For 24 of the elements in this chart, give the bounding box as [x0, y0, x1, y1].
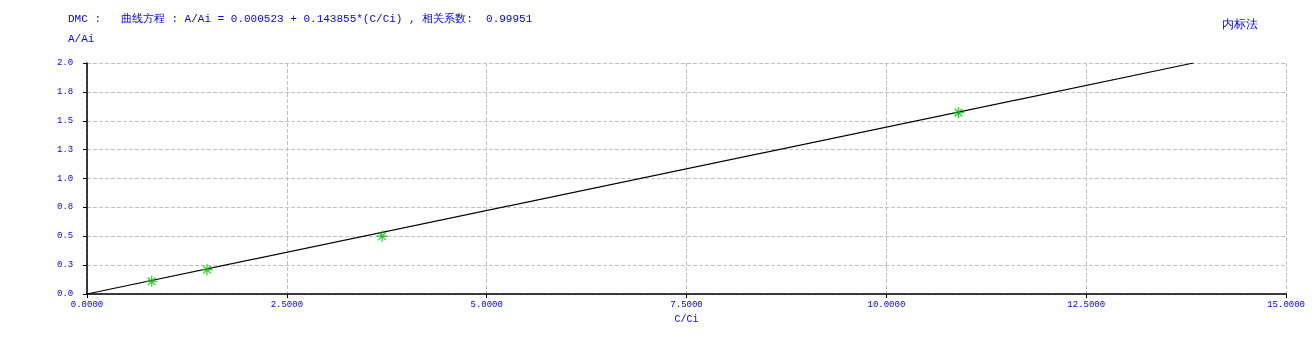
chart-title: DMC : 曲线方程 : A/Ai = 0.000523 + 0.143855*(C/Ci) , 相关系数: 0.99951 — [68, 11, 533, 25]
y-tick-label: 0.0 — [57, 289, 74, 299]
x-axis-title: C/Ci — [674, 313, 699, 325]
y-tick-label: 1.3 — [57, 144, 74, 155]
y-tick-label: 0.8 — [57, 202, 74, 213]
y-tick-label: 0.5 — [57, 231, 74, 242]
y-tick-label: 0.3 — [57, 260, 74, 271]
y-tick-label: 1.5 — [57, 115, 74, 126]
y-tick-label: 1.0 — [57, 173, 74, 184]
x-tick-label: 2.5000 — [270, 299, 304, 310]
point — [952, 106, 965, 119]
x-tick-label: 15.0000 — [1267, 299, 1305, 310]
x-tick-label: 5.0000 — [470, 299, 503, 310]
y-axis-title: A/Ai — [68, 32, 95, 45]
x-tick-label: 0.0000 — [70, 299, 104, 310]
point — [200, 263, 214, 276]
point — [375, 230, 389, 243]
x-tick-label: 12.5000 — [1067, 299, 1106, 310]
point — [145, 275, 158, 288]
y-tick-label: 2.0 — [57, 58, 74, 68]
x-tick-label: 7.5000 — [670, 299, 703, 310]
y-tick-label: 1.8 — [57, 86, 74, 97]
x-tick-label: 10.0000 — [867, 299, 906, 310]
text: 内标法 — [1222, 17, 1258, 31]
